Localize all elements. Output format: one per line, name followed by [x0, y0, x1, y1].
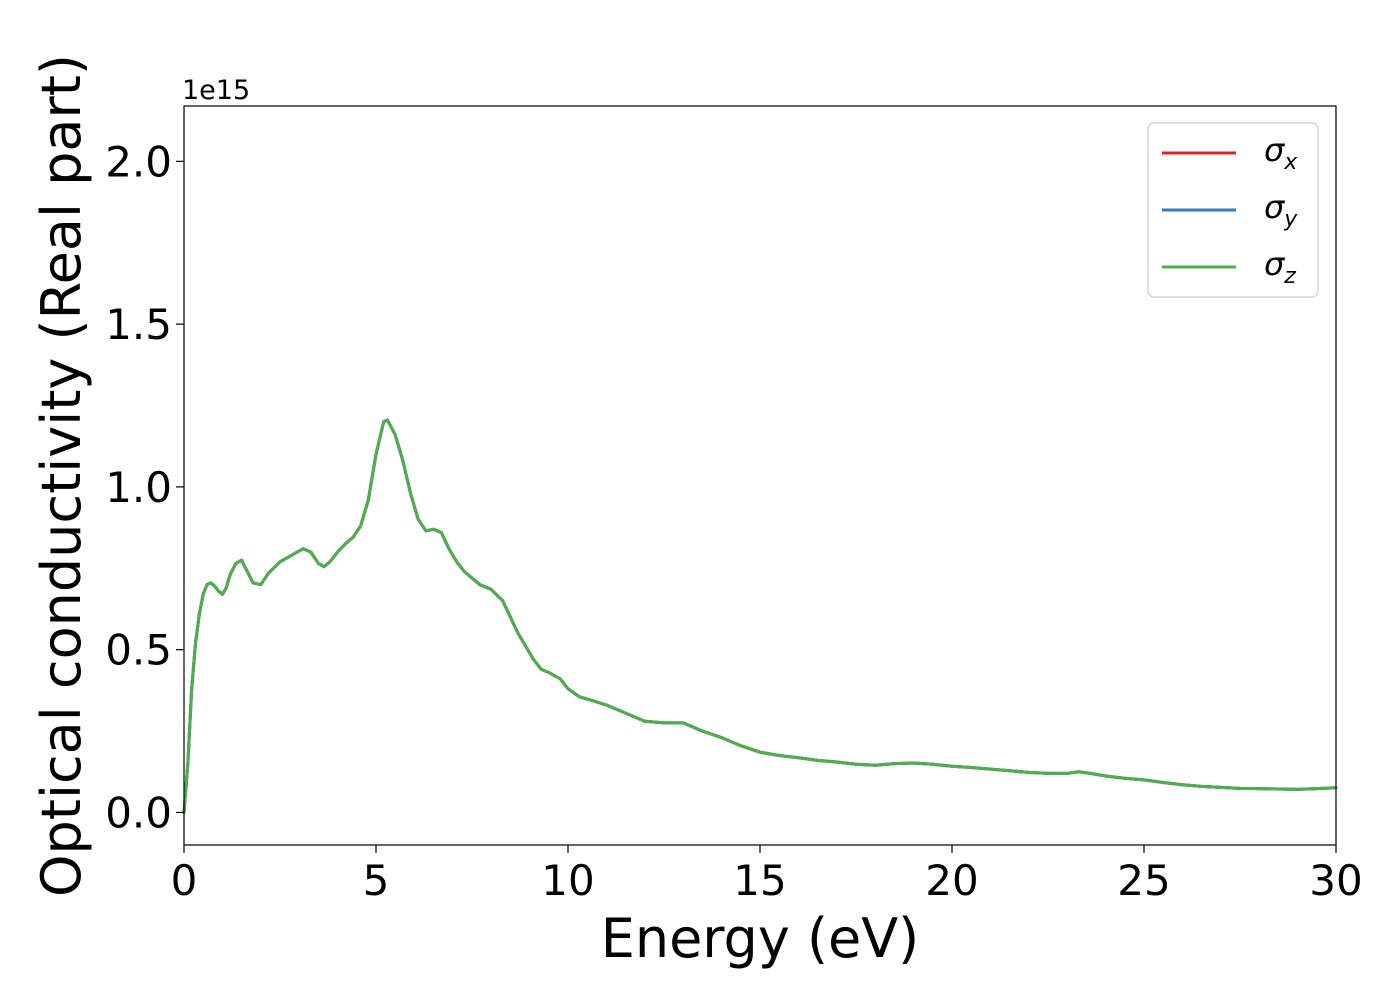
legend-subscript: y: [1283, 207, 1298, 232]
legend-entry-z: σz: [1264, 245, 1296, 289]
y-tick-label: 1.5: [105, 300, 172, 349]
series-line-z: [182, 418, 1338, 814]
x-axis-ticks: 0 5 10 15 20 25 30: [171, 845, 1363, 905]
legend-symbol: σ: [1264, 245, 1286, 283]
legend-symbol: σ: [1264, 188, 1286, 226]
x-tick-label: 30: [1309, 856, 1362, 905]
x-tick-label: 20: [925, 856, 978, 905]
y-tick-label: 2.0: [105, 137, 172, 186]
y-axis-ticks: 0.0 0.5 1.0 1.5 2.0: [105, 137, 184, 837]
y-tick-label: 0.0: [105, 788, 172, 837]
legend-subscript: x: [1283, 150, 1298, 175]
y-tick-label: 0.5: [105, 626, 172, 675]
x-tick-label: 10: [541, 856, 594, 905]
x-tick-label: 5: [363, 856, 390, 905]
x-tick-label: 0: [171, 856, 198, 905]
series-lines: [182, 418, 1338, 814]
y-axis-label: Optical conductivity (Real part): [30, 54, 93, 897]
y-tick-label: 1.0: [105, 463, 172, 512]
y-axis-offset-label: 1e15: [182, 75, 250, 106]
legend-symbol: σ: [1264, 131, 1286, 169]
legend-subscript: z: [1283, 264, 1296, 289]
legend-entry-y: σy: [1264, 188, 1298, 232]
x-tick-label: 25: [1117, 856, 1170, 905]
x-axis-label: Energy (eV): [601, 907, 920, 970]
legend-entry-x: σx: [1264, 131, 1298, 175]
x-tick-label: 15: [733, 856, 786, 905]
